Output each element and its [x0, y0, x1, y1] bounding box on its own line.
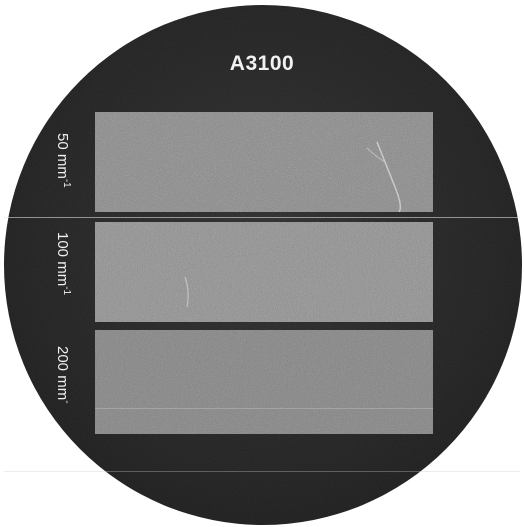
- specimen-band-100: [95, 222, 433, 322]
- band-label-50: 50 mm-1: [54, 133, 72, 188]
- band-label-exponent: -1: [61, 286, 72, 296]
- band-label-text: 50 mm: [54, 133, 71, 179]
- scan-line-upper: [4, 217, 520, 218]
- band-label-exponent: -1: [61, 178, 72, 188]
- specimen-band-200: [95, 330, 433, 434]
- band-label-exponent: -: [61, 400, 72, 404]
- figure-title: A3100: [229, 52, 295, 75]
- band-label-text: 100 mm: [54, 232, 71, 287]
- band-label-200: 200 mm-: [54, 346, 72, 404]
- scan-line-lower: [4, 471, 520, 472]
- specimen-band-50: [95, 112, 433, 212]
- band-label-text: 200 mm: [54, 346, 71, 401]
- band-label-100: 100 mm-1: [54, 232, 72, 295]
